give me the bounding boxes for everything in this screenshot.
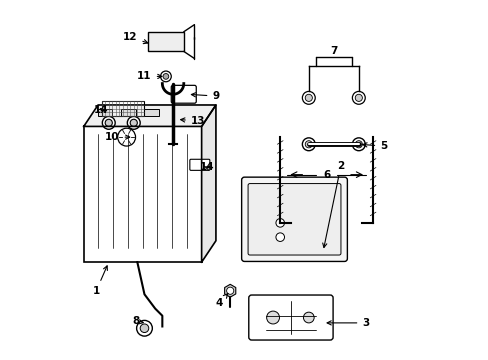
Circle shape	[127, 116, 140, 129]
Circle shape	[266, 311, 279, 324]
Circle shape	[140, 324, 148, 333]
Circle shape	[302, 138, 315, 151]
Bar	[98, 109, 112, 116]
Bar	[144, 109, 159, 116]
Circle shape	[275, 233, 284, 242]
Circle shape	[354, 141, 362, 148]
Text: 11: 11	[137, 71, 162, 81]
Polygon shape	[83, 105, 216, 126]
Text: 8: 8	[132, 316, 143, 326]
Circle shape	[352, 138, 365, 151]
Circle shape	[130, 119, 137, 126]
FancyBboxPatch shape	[247, 184, 340, 255]
Circle shape	[305, 94, 312, 102]
Circle shape	[354, 94, 362, 102]
Circle shape	[226, 287, 233, 294]
Text: 14: 14	[199, 162, 214, 172]
FancyBboxPatch shape	[241, 177, 346, 261]
Text: 9: 9	[191, 91, 219, 101]
Text: 5: 5	[362, 141, 386, 151]
Text: 4: 4	[215, 293, 227, 308]
Bar	[102, 102, 144, 116]
Polygon shape	[201, 105, 216, 262]
Polygon shape	[224, 284, 235, 297]
Circle shape	[275, 219, 284, 227]
Text: 10: 10	[105, 132, 129, 142]
Text: 2: 2	[322, 161, 344, 248]
FancyBboxPatch shape	[83, 126, 201, 262]
Circle shape	[305, 141, 312, 148]
Circle shape	[302, 91, 315, 104]
Text: 12: 12	[122, 32, 147, 44]
Text: 6: 6	[323, 170, 329, 180]
Circle shape	[136, 320, 152, 336]
Circle shape	[303, 312, 313, 323]
Bar	[121, 109, 135, 116]
FancyBboxPatch shape	[189, 159, 209, 170]
Text: 14: 14	[94, 105, 109, 115]
Circle shape	[118, 128, 135, 146]
Circle shape	[102, 116, 115, 129]
FancyBboxPatch shape	[171, 85, 196, 103]
Circle shape	[105, 119, 112, 126]
Text: 7: 7	[329, 46, 337, 57]
Circle shape	[160, 71, 171, 82]
FancyBboxPatch shape	[148, 32, 183, 51]
Text: 3: 3	[326, 318, 369, 328]
Circle shape	[163, 73, 168, 79]
Circle shape	[352, 91, 365, 104]
Text: 1: 1	[92, 266, 107, 296]
Text: 13: 13	[180, 116, 205, 126]
FancyBboxPatch shape	[248, 295, 332, 340]
